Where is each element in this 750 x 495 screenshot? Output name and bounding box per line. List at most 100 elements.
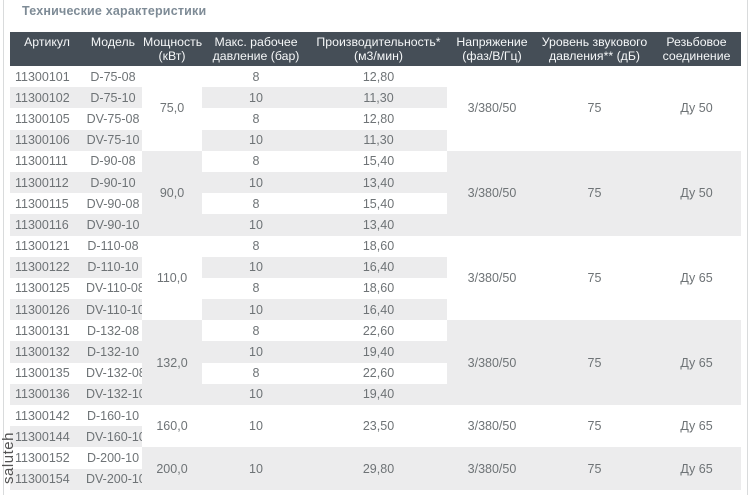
table-cell: 22,60 (362, 366, 395, 381)
table-cell: 8 (252, 281, 260, 296)
table-cell: 10 (202, 383, 310, 405)
table-cell: 12,80 (362, 69, 395, 84)
table-cell: 11300136 (10, 383, 84, 405)
table-cell: 10 (202, 299, 310, 321)
specs-table: Артикул Модель Мощность (кВт) Макс. рабочее д… (10, 32, 741, 490)
table-cell: 11,30 (310, 87, 447, 109)
table-cell: 8 (252, 69, 260, 84)
table-cell: 12,80 (362, 111, 395, 126)
table-cell: 11300121 (15, 239, 70, 254)
table-cell: 11,30 (310, 129, 447, 151)
table-cell: 11300106 (10, 129, 84, 151)
table-cell: 22,60 (362, 323, 395, 338)
specs-table-body: 11300101 D-75-08 75,0 8 12,80 3/380/50 75 Ду 50… (10, 66, 741, 490)
table-row: 11300105 DV-75-08 8 12,80 (10, 108, 741, 129)
page-border-right (747, 0, 748, 495)
table-cell: 75 (587, 419, 602, 434)
table-cell: 10 (202, 129, 310, 151)
table-cell: 11300101 (15, 69, 70, 84)
table-cell: 18,60 (362, 239, 395, 254)
header-row: Артикул Модель Мощность (кВт) Макс. рабочее д… (10, 32, 741, 66)
table-cell: D-200-10 (86, 450, 140, 465)
table-cell: 8 (252, 323, 260, 338)
table-cell: 3/380/50 (467, 419, 517, 434)
table-cell: 11300131 (15, 323, 70, 338)
table-cell: 75 (587, 270, 602, 285)
table-row: 11300101 D-75-08 75,0 8 12,80 3/380/50 75 Ду 50 (10, 66, 741, 116)
table-cell: Ду 50 (680, 101, 713, 116)
table-cell: 11300105 (15, 111, 70, 126)
table-cell: 23,50 (362, 419, 395, 434)
table-cell: 11300116 (10, 214, 84, 236)
table-cell: 160,0 (156, 419, 188, 434)
table-cell: 3/380/50 (467, 270, 517, 285)
table-cell: DV-200-10 (84, 468, 142, 490)
table-row: 11300131 D-132-08 132,0 8 22,60 3/380/50 75 Ду … (10, 320, 741, 405)
table-cell: 15,40 (362, 154, 395, 169)
table-cell: 10 (249, 419, 263, 434)
table-cell: 11300126 (10, 299, 84, 321)
watermark: saluteh (0, 432, 17, 484)
table-cell: 75,0 (159, 101, 185, 116)
table-cell: 110,0 (156, 270, 188, 285)
table-cell: D-132-10 (84, 341, 142, 363)
table-cell: Ду 65 (680, 419, 713, 434)
table-cell: 19,40 (310, 341, 447, 363)
table-row: 11300111 D-90-08 90,0 8 15,40 3/380/50 75 Ду 50 (10, 150, 741, 236)
table-cell: 75 (537, 150, 652, 236)
table-cell: D-90-10 (84, 171, 142, 194)
column-header-4: Производительность* (м3/мин) (310, 32, 447, 66)
table-row: 11300152 D-200-10 200,0 10 29,80 3/380/50 75 Ду… (10, 447, 741, 490)
table-cell: Ду 65 (652, 320, 741, 405)
column-header-7: Резьбовое соединение (652, 32, 741, 66)
table-cell: 11300125 (15, 281, 70, 296)
table-cell: Ду 65 (680, 270, 713, 285)
table-row: 11300115 DV-90-08 8 15,40 (10, 193, 741, 214)
table-cell: 3/380/50 (467, 101, 517, 116)
table-cell: DV-110-08 (86, 281, 142, 296)
table-cell: 11300132 (10, 341, 84, 363)
table-cell: 3/380/50 (447, 150, 537, 236)
table-cell: DV-160-10 (84, 426, 142, 448)
table-cell: 15,40 (362, 196, 395, 211)
table-cell: 200,0 (142, 447, 202, 490)
table-row: 11300102 D-75-10 10 11,30 (10, 87, 741, 109)
table-cell: D-110-08 (87, 239, 139, 254)
table-cell: 16,40 (310, 256, 447, 278)
table-cell: DV-132-08 (86, 366, 142, 381)
column-header-0: Артикул (10, 32, 84, 66)
table-cell: 75 (587, 101, 602, 116)
table-cell: Ду 50 (652, 150, 741, 236)
table-row: 11300132 D-132-10 10 19,40 (10, 341, 741, 363)
table-row: 11300106 DV-75-10 10 11,30 (10, 129, 741, 151)
table-cell: D-132-08 (86, 323, 140, 338)
table-cell: DV-132-10 (84, 383, 142, 405)
table-cell: D-160-10 (86, 408, 140, 423)
table-cell: Ду 65 (652, 447, 741, 490)
table-row: 11300112 D-90-10 10 13,40 (10, 171, 741, 194)
table-cell: 19,40 (310, 383, 447, 405)
page-title: Технические характеристики (22, 4, 207, 18)
table-cell: 13,40 (310, 214, 447, 236)
table-cell: 10 (202, 87, 310, 109)
table-cell: 8 (252, 111, 260, 126)
specs-table-head: Артикул Модель Мощность (кВт) Макс. рабочее д… (10, 32, 741, 66)
table-cell: 132,0 (142, 320, 202, 405)
table-cell: 75 (537, 447, 652, 490)
table-cell: 10 (202, 214, 310, 236)
table-cell: 10 (202, 341, 310, 363)
column-header-1: Модель (84, 32, 142, 66)
table-cell: 18,60 (362, 281, 395, 296)
table-cell: 8 (252, 196, 260, 211)
table-row: 11300135 DV-132-08 8 22,60 (10, 363, 741, 384)
table-cell: D-75-10 (84, 87, 142, 109)
table-cell: DV-110-10 (84, 299, 142, 321)
table-cell: 75 (537, 320, 652, 405)
table-cell: 10 (202, 171, 310, 194)
table-row: 11300142 D-160-10 160,0 10 23,50 3/380/50 75 Ду… (10, 405, 741, 434)
table-cell: D-75-08 (90, 69, 136, 84)
table-cell: 10 (202, 447, 310, 490)
table-row: 11300126 DV-110-10 10 16,40 (10, 299, 741, 321)
table-row: 11300144 DV-160-10 (10, 426, 741, 448)
